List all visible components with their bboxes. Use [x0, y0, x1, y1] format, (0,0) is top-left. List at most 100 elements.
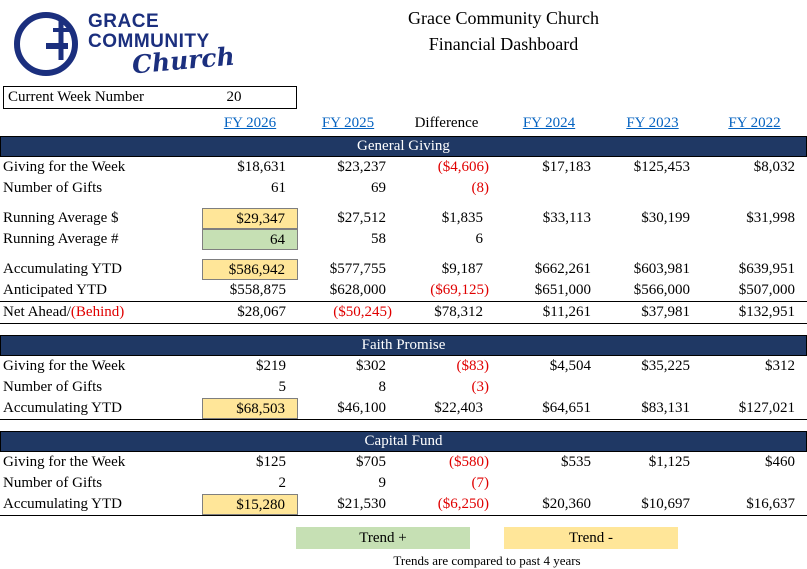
section-title-general-giving: General Giving — [0, 136, 807, 157]
value-cell: 2 — [278, 475, 287, 491]
trend-negative-badge: Trend - — [504, 527, 678, 549]
value-cell: $219 — [256, 358, 286, 374]
row-label: Giving for the Week — [3, 159, 126, 175]
column-header-fy-2022[interactable]: FY 2022 — [728, 115, 781, 131]
value-cell: $15,280 — [202, 494, 298, 515]
value-cell: $64,651 — [542, 400, 591, 416]
trend-legend: Trend + Trend - — [296, 527, 807, 549]
table-row: Giving for the Week $18,631 $23,237 ($4,606… — [0, 157, 807, 178]
logo-text-grace: GRACE — [88, 11, 160, 32]
value-cell: $1,125 — [648, 454, 690, 470]
value-cell: $566,000 — [633, 282, 690, 298]
spacer-row — [0, 250, 807, 259]
table-row: Running Average # 64 58 6 — [0, 229, 807, 250]
value-cell — [603, 377, 702, 398]
row-label: Running Average $ — [3, 210, 119, 226]
value-cell: (3) — [471, 379, 490, 395]
value-cell: $639,951 — [738, 261, 795, 277]
column-header-fy-2023[interactable]: FY 2023 — [626, 115, 679, 131]
column-header-blank — [0, 113, 202, 134]
value-cell — [702, 473, 807, 494]
value-cell: $20,360 — [542, 496, 591, 512]
sections: General Giving Giving for the Week $18,631… — [0, 136, 807, 516]
table-row: Net Ahead/(Behind) $28,067 ($50,245) $78,31… — [0, 301, 807, 323]
column-header-fy-2025[interactable]: FY 2025 — [321, 115, 375, 131]
section-title-capital-fund: Capital Fund — [0, 431, 807, 452]
table-row: Number of Gifts 2 9 (7) — [0, 473, 807, 494]
value-cell — [495, 377, 603, 398]
value-cell — [702, 377, 807, 398]
value-cell: $35,225 — [641, 358, 690, 374]
value-cell: $586,942 — [202, 259, 298, 280]
value-cell: $603,981 — [633, 261, 690, 277]
value-cell: $78,312 — [434, 304, 483, 320]
logo-text-community: COMMUNITY — [88, 30, 210, 52]
column-header-row: FY 2026 FY 2025 Difference FY 2024 FY 2023 FY… — [0, 113, 807, 134]
value-cell: $460 — [765, 454, 795, 470]
value-cell — [495, 473, 603, 494]
value-cell: $125 — [256, 454, 286, 470]
value-cell — [603, 178, 702, 199]
week-number-label: Current Week Number — [8, 89, 144, 105]
value-cell: 61 — [271, 180, 286, 196]
row-label: Number of Gifts — [3, 379, 103, 395]
value-cell: 58 — [371, 231, 386, 247]
table-row: Accumulating YTD $15,280 $21,530 ($6,250) $2… — [0, 494, 807, 515]
logo-text: GRACE COMMUNITY Church — [88, 11, 236, 84]
value-cell: ($4,606) — [437, 159, 489, 175]
trend-note: Trends are compared to past 4 years — [393, 553, 581, 568]
row-label: Number of Gifts — [3, 180, 103, 196]
section-title-faith-promise: Faith Promise — [0, 335, 807, 356]
value-cell: ($50,245) — [333, 304, 392, 320]
header: GRACE COMMUNITY Church Grace Community C… — [0, 0, 807, 86]
row-label: Giving for the Week — [3, 358, 126, 374]
value-cell: $68,503 — [202, 398, 298, 419]
value-cell: $558,875 — [229, 282, 286, 298]
section-general-giving: General Giving Giving for the Week $18,631… — [0, 136, 807, 324]
row-label-red: (Behind) — [70, 304, 125, 320]
value-cell: $127,021 — [738, 400, 795, 416]
week-number-value[interactable]: 20 — [226, 89, 242, 105]
page-title: Grace Community Church Financial Dashboa… — [300, 0, 707, 57]
value-cell: $11,261 — [542, 304, 591, 320]
value-cell: $28,067 — [237, 304, 286, 320]
value-cell: $31,998 — [746, 210, 795, 226]
value-cell: $507,000 — [738, 282, 795, 298]
value-cell: $29,347 — [202, 208, 298, 229]
church-logo-icon — [14, 12, 78, 76]
value-cell: 6 — [475, 231, 484, 247]
value-cell: 9 — [378, 475, 387, 491]
value-cell — [702, 229, 807, 250]
value-cell: $535 — [561, 454, 591, 470]
title-line2: Financial Dashboard — [428, 34, 579, 55]
value-cell: $21,530 — [337, 496, 386, 512]
value-cell: $8,032 — [753, 159, 795, 175]
column-header-difference: Difference — [414, 115, 479, 131]
value-cell: ($6,250) — [437, 496, 489, 512]
value-cell: ($83) — [456, 358, 490, 374]
table-row: Accumulating YTD $68,503 $46,100 $22,403 $64… — [0, 398, 807, 419]
value-cell — [603, 473, 702, 494]
value-cell: $577,755 — [329, 261, 386, 277]
table-row: Giving for the Week $125 $705 ($580) $535 $1,… — [0, 452, 807, 473]
table-row: Number of Gifts 5 8 (3) — [0, 377, 807, 398]
value-cell: $1,835 — [441, 210, 483, 226]
value-cell: $662,261 — [534, 261, 591, 277]
value-cell: $30,199 — [641, 210, 690, 226]
value-cell: $83,131 — [641, 400, 690, 416]
value-cell: $628,000 — [329, 282, 386, 298]
table-row: Accumulating YTD $586,942 $577,755 $9,187 $6… — [0, 259, 807, 280]
row-label: Anticipated YTD — [3, 282, 107, 298]
value-cell: $16,637 — [746, 496, 795, 512]
value-cell: $10,697 — [641, 496, 690, 512]
column-header-fy-2026[interactable]: FY 2026 — [223, 115, 277, 131]
trend-positive-badge: Trend + — [296, 527, 470, 549]
column-header-fy-2024[interactable]: FY 2024 — [522, 115, 576, 131]
value-cell: $46,100 — [337, 400, 386, 416]
value-cell: $651,000 — [534, 282, 591, 298]
section-capital-fund: Capital Fund Giving for the Week $125 $705 (… — [0, 431, 807, 516]
row-label: Accumulating YTD — [3, 496, 122, 512]
title-line1: Grace Community Church — [408, 8, 599, 28]
current-week-box: Current Week Number 20 — [3, 86, 297, 109]
row-label: Giving for the Week — [3, 454, 126, 470]
